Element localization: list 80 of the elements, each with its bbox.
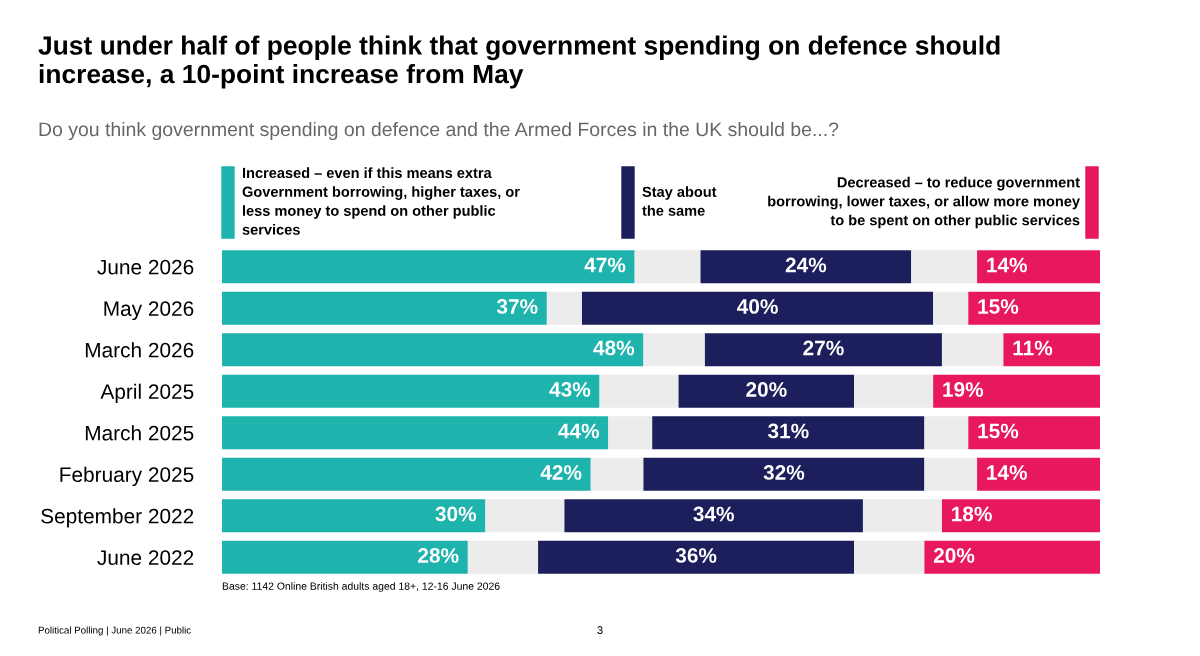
data-label: 15%: [978, 299, 1019, 314]
bar: [862, 499, 942, 533]
bar: [911, 250, 978, 284]
data-label: 19%: [943, 382, 984, 397]
bar: [222, 457, 591, 491]
text: Base: 1142 Online British adults aged 18+, 12-16 June 2026: [222, 582, 500, 592]
text: 3: [597, 626, 603, 634]
data-label: 37%: [496, 299, 538, 314]
bar: [643, 333, 705, 367]
bar: [608, 416, 653, 450]
data-label: 36%: [675, 548, 717, 563]
bar: [941, 499, 1100, 533]
data-label: 47%: [584, 257, 626, 273]
data-label: 27%: [803, 340, 844, 356]
text: Stay about the same: [642, 186, 717, 216]
y-tick-label: May 2026: [104, 301, 194, 321]
bar: [652, 416, 925, 450]
data-label: 11%: [1013, 340, 1053, 356]
bar: [546, 291, 582, 325]
y-tick-label: June 2022: [97, 550, 194, 565]
y-tick-label: September 2022: [41, 508, 194, 528]
data-label: 43%: [549, 382, 591, 397]
bar: [222, 333, 644, 367]
bar: [467, 540, 539, 574]
bar: [977, 457, 1100, 491]
bar: [1003, 333, 1100, 367]
bar: [968, 416, 1100, 450]
bar: [700, 250, 912, 284]
chart-title: Just under half of people think that government spending on defence should increase, a 10-point increase from May: [38, 35, 1000, 89]
data-label: 30%: [435, 506, 477, 522]
y-tick-label: April 2025: [100, 383, 194, 404]
bar: [854, 540, 925, 574]
data-label: 32%: [763, 465, 805, 480]
y-tick-label: March 2026: [85, 342, 194, 358]
bar: [643, 457, 925, 491]
bar: [222, 374, 600, 408]
bar: [933, 374, 1100, 408]
bar: [968, 291, 1100, 325]
data-label: 14%: [987, 465, 1028, 480]
bar: [924, 416, 969, 450]
bar: [485, 499, 565, 533]
bar: [854, 374, 934, 408]
data-label: 34%: [693, 506, 734, 522]
data-label: 14%: [987, 257, 1028, 273]
bar: [222, 540, 468, 574]
data-label: 24%: [785, 257, 827, 273]
bar: [933, 291, 969, 325]
y-tick-label: February 2025: [60, 466, 194, 487]
bar: [581, 291, 934, 325]
data-label: 44%: [558, 423, 599, 439]
bar: [634, 250, 701, 284]
bar: [222, 250, 635, 284]
bar: [678, 374, 855, 408]
data-label: 42%: [540, 465, 582, 480]
bar: [924, 457, 978, 491]
data-label: 18%: [952, 506, 992, 522]
bar: [599, 374, 679, 408]
y-tick-label: March 2025: [85, 425, 194, 441]
bar: [704, 333, 942, 367]
bar: [977, 250, 1100, 284]
data-label: 31%: [767, 423, 809, 439]
data-label: 15%: [978, 423, 1019, 439]
bar: [222, 499, 486, 533]
data-label: 48%: [593, 340, 635, 356]
data-label: 40%: [737, 299, 778, 314]
bar: [538, 540, 855, 574]
data-label: 20%: [933, 548, 975, 563]
bar: [222, 291, 547, 325]
bar: [941, 333, 1004, 367]
bar: [222, 416, 609, 450]
bar: [924, 540, 1100, 574]
text: Political Polling | June 2026 | Public: [38, 626, 191, 636]
chart-subtitle: Do you think government spending on defence and the Armed Forces in the UK should be...?: [39, 121, 839, 141]
data-label: 20%: [746, 382, 787, 397]
series-label: Increased – even if this means extra Government borrowing, higher taxes, or less money to spend on other public services: [242, 167, 520, 235]
bar: [590, 457, 644, 491]
bar: [564, 499, 863, 533]
y-tick-label: June 2026: [97, 259, 194, 275]
data-label: 28%: [418, 548, 459, 563]
series-label: Decreased – to reduce government borrowing, lower taxes, or allow more money to be spent on other public services: [768, 176, 1080, 229]
